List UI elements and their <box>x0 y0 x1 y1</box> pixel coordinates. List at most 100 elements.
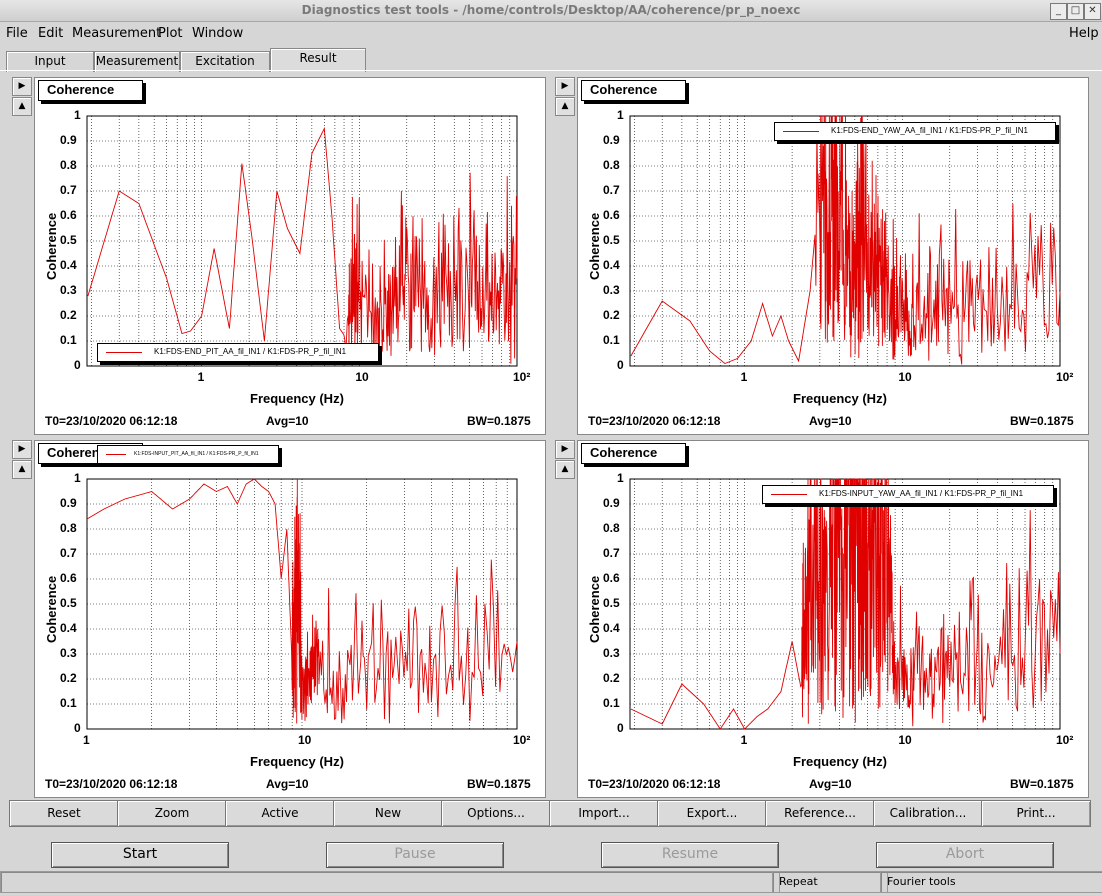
tab-measurement[interactable]: Measurement <box>94 51 180 72</box>
menu-measurement[interactable]: Measurement <box>72 26 162 41</box>
plot-panel[interactable]: 0 0.1 0.2 0.3 0.4 0.5 0.6 0.7 0.8 0.9 1 1 10 10² Coher… <box>34 77 546 435</box>
start-time: T0=23/10/2020 06:12:18 <box>45 777 178 791</box>
y-tick-label: 0.2 <box>60 308 77 322</box>
y-tick-label: 0.4 <box>60 621 77 635</box>
scroll-left-icon[interactable]: ▶ <box>12 440 32 459</box>
y-tick-label: 0.7 <box>603 183 620 197</box>
new-button[interactable]: New <box>333 800 443 827</box>
minimize-icon[interactable]: _ <box>1050 3 1067 20</box>
y-tick-label: 0.4 <box>60 258 77 272</box>
plot-panel[interactable]: 0 0.1 0.2 0.3 0.4 0.5 0.6 0.7 0.8 0.9 1 1 10 10² Coher… <box>34 440 546 798</box>
plot-panel[interactable]: 0 0.1 0.2 0.3 0.4 0.5 0.6 0.7 0.8 0.9 1 1 10 10² Coher… <box>577 77 1089 435</box>
window-title: Diagnostics test tools - /home/controls/… <box>301 3 801 17</box>
coherence-plot <box>86 115 518 367</box>
scroll-up-icon[interactable]: ▲ <box>555 97 575 116</box>
x-tick-label: 10 <box>298 733 312 747</box>
tab-excitation[interactable]: Excitation <box>180 51 270 72</box>
x-axis-label: Frequency (Hz) <box>250 754 344 769</box>
export-button[interactable]: Export... <box>657 800 767 827</box>
scroll-up-icon[interactable]: ▲ <box>12 97 32 116</box>
menu-edit[interactable]: Edit <box>38 26 64 41</box>
y-tick-label: 0.4 <box>603 621 620 635</box>
y-axis-label: Coherence <box>587 212 602 280</box>
import-button[interactable]: Import... <box>549 800 659 827</box>
reference-button[interactable]: Reference... <box>765 800 875 827</box>
legend-label: K1:FDS-END_YAW_AA_fil_IN1 / K1:FDS-PR_P_… <box>831 126 1028 135</box>
resume-button[interactable]: Resume <box>601 842 779 868</box>
y-tick-label: 0.1 <box>603 696 620 710</box>
tab-divider <box>0 70 1102 71</box>
y-tick-label: 0.3 <box>603 283 620 297</box>
y-tick-label: 1 <box>617 108 624 122</box>
y-tick-label: 0.8 <box>603 158 620 172</box>
y-tick-label: 1 <box>617 471 624 485</box>
y-tick-label: 0.2 <box>603 308 620 322</box>
y-tick-label: 0.7 <box>60 183 77 197</box>
scroll-left-icon[interactable]: ▶ <box>555 77 575 96</box>
legend-label: K1:FDS-INPUT_PIT_AA_fil_IN1 / K1:FDS-PR_… <box>134 451 259 457</box>
y-tick-label: 0.3 <box>60 646 77 660</box>
start-time: T0=23/10/2020 06:12:18 <box>588 777 721 791</box>
maximize-icon[interactable]: □ <box>1067 3 1084 20</box>
y-tick-label: 0.5 <box>60 596 77 610</box>
plot-title: Coherence <box>38 80 143 101</box>
legend-swatch <box>783 131 819 132</box>
scroll-up-icon[interactable]: ▲ <box>555 460 575 479</box>
y-tick-label: 0 <box>74 721 81 735</box>
scroll-left-icon[interactable]: ▶ <box>12 77 32 96</box>
plot-frame <box>86 478 518 730</box>
abort-button[interactable]: Abort <box>876 842 1054 868</box>
title-bar: Diagnostics test tools - /home/controls/… <box>0 0 1102 22</box>
y-tick-label: 0.9 <box>60 133 77 147</box>
average-count: Avg=10 <box>809 414 852 428</box>
legend-label: K1:FDS-INPUT_YAW_AA_fil_IN1 / K1:FDS-PR_… <box>819 489 1024 498</box>
close-icon[interactable]: ✕ <box>1084 3 1101 20</box>
y-tick-label: 0.1 <box>60 333 77 347</box>
menu-help[interactable]: Help <box>1069 26 1099 41</box>
x-tick-label: 1 <box>740 370 748 384</box>
y-tick-label: 0.7 <box>603 546 620 560</box>
x-tick-label: 10 <box>898 370 912 384</box>
plot-legend: K1:FDS-END_YAW_AA_fil_IN1 / K1:FDS-PR_P_… <box>774 122 1056 141</box>
y-tick-label: 0.5 <box>60 233 77 247</box>
pause-button[interactable]: Pause <box>326 842 504 868</box>
y-tick-label: 0 <box>617 721 624 735</box>
active-button[interactable]: Active <box>225 800 335 827</box>
plot-legend: K1:FDS-INPUT_YAW_AA_fil_IN1 / K1:FDS-PR_… <box>762 485 1054 504</box>
calibration-button[interactable]: Calibration... <box>873 800 983 827</box>
bandwidth: BW=0.1875 <box>467 777 531 791</box>
print-button[interactable]: Print... <box>981 800 1091 827</box>
plot-legend: K1:FDS-INPUT_PIT_AA_fil_IN1 / K1:FDS-PR_… <box>97 445 279 464</box>
coherence-plot <box>629 478 1061 730</box>
zoom-button[interactable]: Zoom <box>117 800 227 827</box>
start-time: T0=23/10/2020 06:12:18 <box>588 414 721 428</box>
x-tick-label: 10² <box>513 733 531 747</box>
tab-input[interactable]: Input <box>6 51 94 72</box>
start-button[interactable]: Start <box>51 842 229 868</box>
x-tick-label: 1 <box>197 370 205 384</box>
bandwidth: BW=0.1875 <box>1010 777 1074 791</box>
y-tick-label: 0.8 <box>60 521 77 535</box>
y-tick-label: 0.9 <box>603 133 620 147</box>
scroll-left-icon[interactable]: ▶ <box>555 440 575 459</box>
y-tick-label: 0.8 <box>603 521 620 535</box>
start-time: T0=23/10/2020 06:12:18 <box>45 414 178 428</box>
menu-plot[interactable]: Plot <box>158 26 183 41</box>
scroll-up-icon[interactable]: ▲ <box>12 460 32 479</box>
y-tick-label: 0.9 <box>603 496 620 510</box>
menu-window[interactable]: Window <box>192 26 244 41</box>
average-count: Avg=10 <box>809 777 852 791</box>
y-tick-label: 0.6 <box>603 571 620 585</box>
x-tick-label: 1 <box>740 733 748 747</box>
y-axis-label: Coherence <box>587 575 602 643</box>
x-tick-label: 10 <box>355 370 369 384</box>
plot-panel[interactable]: 0 0.1 0.2 0.3 0.4 0.5 0.6 0.7 0.8 0.9 1 1 10 10² Coher… <box>577 440 1089 798</box>
y-tick-label: 0.9 <box>60 496 77 510</box>
average-count: Avg=10 <box>266 777 309 791</box>
reset-button[interactable]: Reset <box>9 800 119 827</box>
tab-result[interactable]: Result <box>270 48 366 72</box>
x-tick-label: 10² <box>1056 733 1074 747</box>
menu-file[interactable]: File <box>6 26 28 41</box>
options-button[interactable]: Options... <box>441 800 551 827</box>
bandwidth: BW=0.1875 <box>467 414 531 428</box>
